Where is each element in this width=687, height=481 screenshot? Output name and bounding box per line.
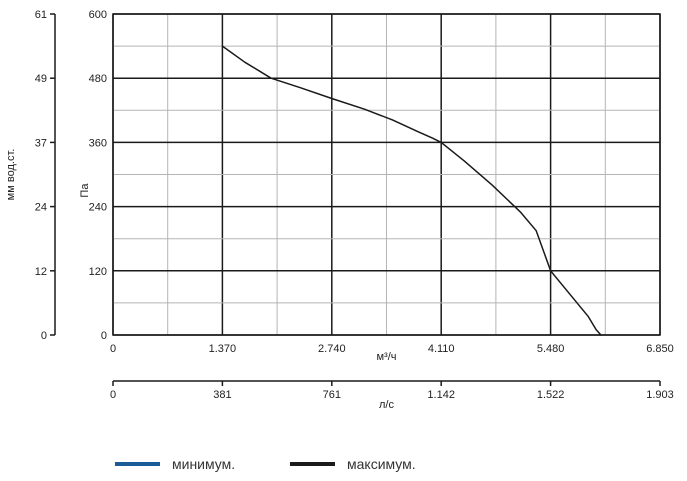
legend-swatch	[115, 462, 160, 466]
y2-tick-label: 24	[35, 202, 47, 214]
legend-swatch	[290, 462, 335, 466]
grid	[112, 13, 661, 336]
y2-tick-label: 37	[35, 137, 47, 149]
x-tick-label: 6.850	[646, 343, 674, 355]
x2-tick-label: 1.522	[537, 389, 565, 401]
y2-tick-label: 0	[41, 330, 47, 342]
legend: минимум. максимум.	[115, 456, 416, 472]
x-axis-label: м³/ч	[376, 351, 396, 363]
x-tick-label: 5.480	[537, 343, 565, 355]
x2-tick-label: 381	[213, 389, 231, 401]
y-tick-label: 0	[101, 330, 107, 342]
x2-tick-label: 1.903	[646, 389, 674, 401]
y-tick-label: 120	[89, 266, 107, 278]
y2-tick-label: 61	[35, 9, 47, 21]
series-layer	[221, 45, 602, 336]
axes: 0 1.370 2.740 4.110 5.480 6.850м³/ч0120240360…	[5, 9, 674, 411]
y-tick-label: 600	[89, 9, 107, 21]
x-tick-label: 0	[110, 343, 116, 355]
x-tick-label: 4.110	[428, 343, 455, 355]
x2-axis-label: л/с	[379, 399, 394, 411]
y-axis-label: Па	[79, 183, 91, 198]
y-tick-label: 480	[89, 73, 107, 85]
x2-tick-label: 0	[110, 389, 116, 401]
x-tick-label: 1.370	[209, 343, 237, 355]
x-tick-label: 2.740	[318, 343, 346, 355]
x2-tick-label: 1.142	[427, 389, 455, 401]
legend-label: минимум.	[172, 456, 235, 472]
plot-frame	[112, 13, 661, 336]
y-tick-label: 240	[89, 202, 107, 214]
legend-label: максимум.	[347, 456, 416, 472]
y-tick-label: 360	[89, 137, 107, 149]
y2-tick-label: 49	[35, 73, 47, 85]
y2-axis-label: мм вод.ст.	[5, 149, 17, 201]
y2-tick-label: 12	[35, 266, 47, 278]
x2-tick-label: 761	[323, 389, 341, 401]
series-line-максимум.	[221, 45, 602, 336]
